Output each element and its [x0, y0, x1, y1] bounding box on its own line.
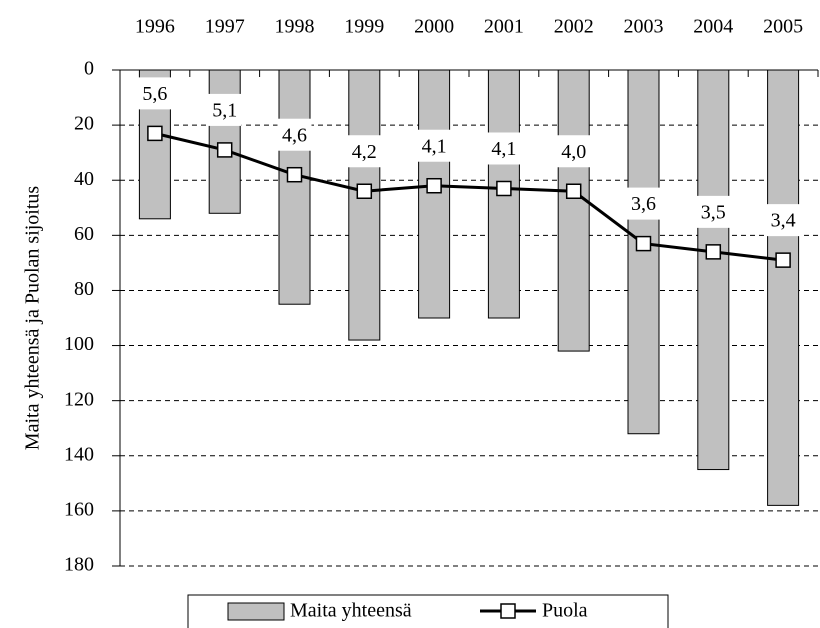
marker: [496, 180, 512, 197]
annotation: 5,1: [212, 100, 237, 122]
marker: [356, 183, 373, 199]
y-tick-label: 180: [64, 554, 94, 576]
annotation-box: [766, 204, 801, 237]
marker: [705, 244, 722, 260]
marker: [147, 125, 163, 142]
y-tick-label: 120: [64, 388, 94, 410]
y-tick-label: 40: [74, 168, 94, 190]
y-axis-label: Maita yhteensä ja Puolan sijoitus: [22, 186, 44, 451]
bar: [278, 69, 311, 305]
marker: [426, 177, 442, 194]
bar: [627, 69, 660, 435]
x-tick-label: 1999: [344, 16, 384, 38]
annotation-box: [417, 129, 452, 162]
bar: [557, 69, 590, 352]
y-tick-label: 20: [74, 113, 94, 135]
x-tick-label: 2001: [484, 16, 524, 38]
bar: [418, 69, 451, 319]
annotation-box: [277, 118, 312, 151]
legend-marker: [500, 603, 516, 619]
annotation: 4,1: [491, 138, 516, 160]
annotation-box: [347, 135, 382, 168]
annotation-box: [556, 135, 591, 168]
annotation: 4,1: [422, 135, 447, 157]
y-tick-label: 80: [74, 278, 94, 300]
y-tick-label: 100: [64, 333, 94, 355]
marker: [775, 252, 791, 268]
marker: [286, 166, 303, 183]
x-tick-label: 2000: [414, 16, 454, 38]
legend-label: Puola: [542, 600, 588, 622]
legend-label: Maita yhteensä: [290, 600, 412, 622]
y-tick-label: 140: [64, 443, 94, 465]
x-tick-label: 2002: [554, 16, 594, 38]
x-tick-label: 2004: [693, 16, 733, 38]
bar: [767, 69, 800, 506]
marker: [216, 142, 233, 158]
annotation-box: [696, 195, 731, 228]
annotation: 3,5: [701, 201, 726, 223]
x-tick-label: 1997: [205, 16, 245, 38]
annotation-box: [626, 187, 661, 220]
y-tick-label: 160: [64, 498, 94, 520]
marker: [565, 183, 582, 199]
annotation: 4,0: [561, 141, 586, 163]
line: [154, 131, 784, 262]
y-tick-label: 60: [74, 223, 94, 245]
annotation: 4,6: [282, 124, 307, 146]
bar: [208, 69, 241, 214]
legend-swatch: [227, 602, 285, 621]
annotation-box: [137, 77, 172, 110]
x-tick-label: 2003: [624, 16, 664, 38]
annotation-box: [486, 132, 521, 165]
x-tick-label: 1996: [135, 16, 175, 38]
y-tick-label: 0: [84, 58, 94, 80]
x-tick-label: 1998: [275, 16, 315, 38]
bar: [697, 69, 730, 471]
annotation: 5,6: [142, 83, 167, 105]
bar: [348, 69, 381, 341]
marker: [635, 235, 652, 252]
annotation: 3,4: [771, 210, 796, 232]
annotation: 4,2: [352, 141, 377, 163]
annotation: 3,6: [631, 193, 656, 215]
annotation-box: [207, 93, 242, 126]
x-tick-label: 2005: [763, 16, 803, 38]
